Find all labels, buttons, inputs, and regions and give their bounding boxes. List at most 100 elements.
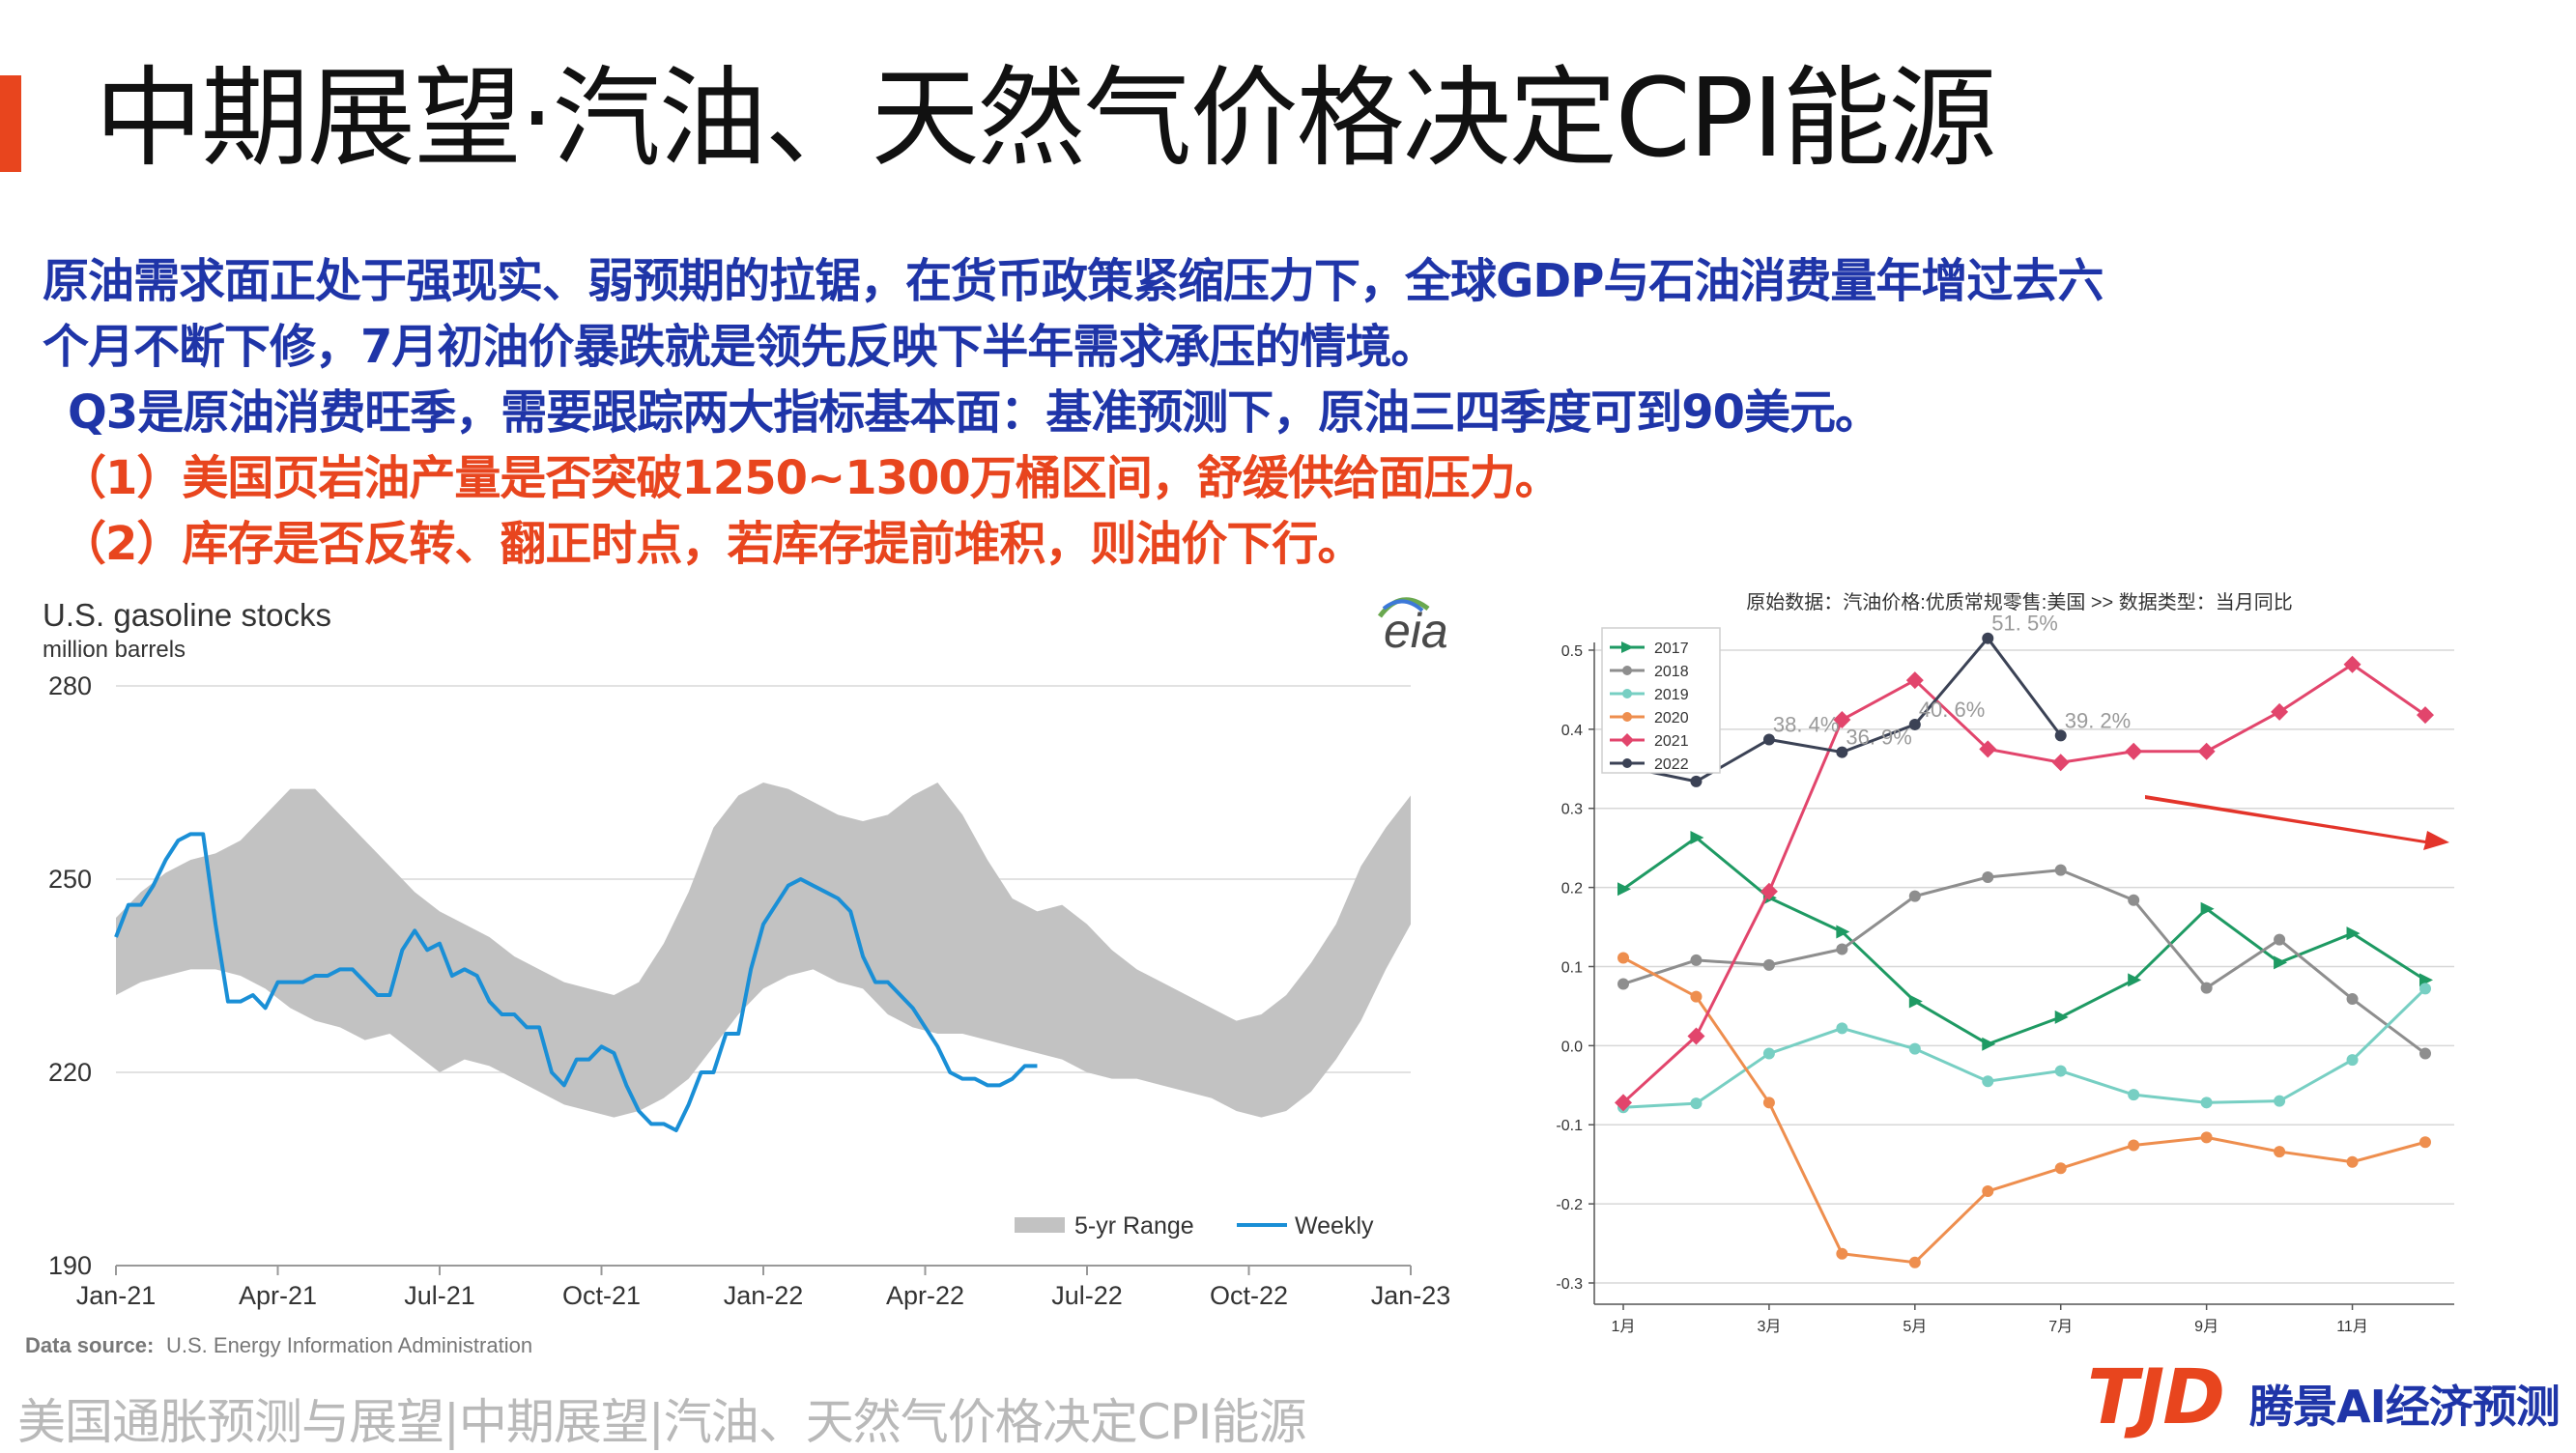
annotations: 51. 5% 38. 4%36. 9% 40. 6% 39. 2% [1773, 612, 2131, 750]
point-2020 [2274, 1146, 2286, 1158]
point-2020 [1617, 952, 1629, 964]
point-2022 [1690, 775, 1703, 787]
point-2019 [1762, 1047, 1775, 1060]
point-2021 [1615, 1094, 1632, 1112]
point-1: （1）美国页岩油产量是否突破1250~1300万桶区间，舒缓供给面压力。 [60, 451, 1561, 505]
y-tick-label: -0.3 [1556, 1276, 1583, 1293]
point-2021 [1687, 1027, 1705, 1045]
point-2018 [2274, 933, 2286, 946]
point-2019 [2054, 1065, 2067, 1077]
point-2021 [2125, 742, 2143, 760]
point-2018 [2200, 982, 2213, 994]
range-band-area [116, 783, 1411, 1118]
y-tick-label: -0.1 [1556, 1118, 1583, 1134]
point-2019 [1690, 1097, 1703, 1110]
point-2018 [2346, 993, 2359, 1006]
point-2018 [1836, 943, 1848, 955]
legend-label: 2017 [1654, 641, 1689, 657]
x-tick-label: Jan-23 [1371, 1281, 1449, 1310]
eia-logo: eia [1384, 604, 1448, 658]
point-2021 [1979, 740, 1997, 758]
x-tick-label: Apr-21 [239, 1281, 317, 1310]
paragraph-2: Q3是原油消费旺季，需要跟踪两大指标基本面：基准预测下，原油三四季度可到90美元… [68, 385, 1881, 440]
point-2019 [2346, 1054, 2359, 1067]
legend-marker [1621, 641, 1634, 653]
point-2018 [1690, 954, 1703, 966]
annotation-label: 36. 9% [1846, 726, 1912, 750]
y-tick-label: 280 [48, 671, 92, 700]
legend-marker [1622, 666, 1632, 675]
title-accent-bar [0, 75, 21, 172]
legend-range-swatch [1015, 1217, 1065, 1233]
point-2019 [1908, 1042, 1921, 1055]
y-tick-label: 0.3 [1561, 802, 1583, 818]
series-line-2018 [1622, 869, 2426, 1055]
y-tick-label: 0.5 [1561, 643, 1583, 660]
data-source-text: U.S. Energy Information Administration [166, 1333, 532, 1357]
x-tick-label: 9月 [2194, 1319, 2218, 1335]
x-tick-label: 1月 [1612, 1319, 1636, 1335]
point-2020 [2054, 1162, 2067, 1175]
point-2022 [2054, 729, 2067, 742]
x-tick-label: Oct-22 [1210, 1281, 1288, 1310]
x-tick-label: Jan-21 [76, 1281, 157, 1310]
point-2017 [2200, 901, 2215, 916]
y-axis-ticks: -0.3 -0.2 -0.1 0.0 0.1 0.2 0.3 0.4 0.5 [1556, 643, 1594, 1293]
annotation-label: 39. 2% [2065, 708, 2132, 732]
point-2021 [1833, 711, 1851, 729]
point-2017 [2274, 955, 2288, 970]
legend-marker [1622, 758, 1632, 768]
point-2020 [1908, 1256, 1921, 1268]
point-2018 [1617, 978, 1629, 990]
point-2017 [2054, 1010, 2069, 1024]
x-tick-label: Apr-22 [886, 1281, 964, 1310]
point-2017 [2419, 973, 2433, 987]
eia-logo-arc [1382, 599, 1424, 613]
point-2022 [1982, 632, 1994, 644]
gasoline-price-yoy-chart: 原始数据：汽油价格:优质常规零售:美国 >> 数据类型：当月同比 51. 5% 3… [1536, 570, 2503, 1343]
y-tick-label: 250 [48, 865, 92, 894]
point-2019 [1836, 1022, 1848, 1035]
paragraph-1-line-2: 个月不断下修，7月初油价暴跌就是领先反映下半年需求承压的情境。 [43, 320, 1437, 374]
x-tick-label: 11月 [2336, 1319, 2368, 1335]
weekly-line [114, 832, 1038, 1132]
point-2019 [1982, 1075, 1994, 1088]
point-2018 [1762, 958, 1775, 971]
point-2017 [1836, 925, 1850, 939]
legend-range-label: 5-yr Range [1074, 1212, 1194, 1239]
x-tick-label: Oct-21 [562, 1281, 641, 1310]
x-axis-ticks: Jan-21 Apr-21 Jul-21 Oct-21 Jan-22 Apr-22 Jul-… [76, 1266, 1449, 1310]
weekly-series-line [114, 832, 1038, 1132]
legend: 5-yr Range Weekly [1015, 1212, 1374, 1239]
point-2021 [2343, 655, 2361, 673]
point-2018 [2128, 894, 2140, 906]
series-lines [1615, 632, 2434, 1268]
range-band [116, 783, 1411, 1118]
legend-label: 2022 [1654, 756, 1689, 773]
point-2019 [2200, 1097, 2213, 1109]
annotation-label: 51. 5% [1991, 612, 2058, 636]
legend-label: 2020 [1654, 710, 1689, 726]
point-2022 [1762, 733, 1775, 746]
chart-title: U.S. gasoline stocks [43, 597, 331, 633]
point-2017 [1617, 882, 1631, 897]
legend: 2017 2018 2019 2020 2021 2022 [1601, 627, 1721, 774]
legend-marker [1622, 712, 1632, 722]
point-2020 [2419, 1136, 2431, 1149]
legend-label: 2019 [1654, 687, 1689, 703]
point-2017 [2346, 926, 2361, 941]
legend-label: 2021 [1654, 733, 1689, 750]
series-line-2021 [1621, 662, 2426, 1104]
series-line-2020 [1622, 956, 2426, 1265]
tjd-logo: TJD 腾景AI经济预测 [2087, 1354, 2570, 1441]
point-2017 [1908, 994, 1923, 1009]
legend-label: 2018 [1654, 664, 1689, 680]
point-2021 [2051, 754, 2070, 772]
x-tick-label: 7月 [2048, 1319, 2073, 1335]
page-title: 中期展望·汽油、天然气价格决定CPI能源 [95, 56, 1996, 182]
point-2018 [2419, 1047, 2431, 1060]
point-2017 [1982, 1037, 1996, 1051]
y-axis-ticks: 190 220 250 280 [48, 671, 92, 1280]
point-2020 [1836, 1247, 1848, 1260]
point-2020 [1690, 990, 1703, 1003]
